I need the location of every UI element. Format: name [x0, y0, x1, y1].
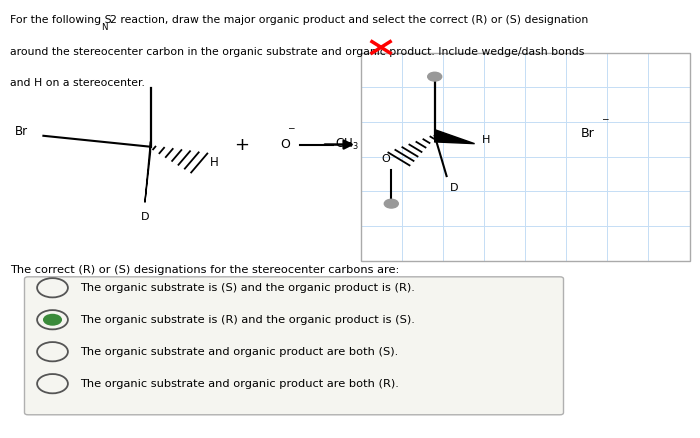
Text: The organic substrate and organic product are both (R).: The organic substrate and organic produc… [80, 379, 400, 389]
Bar [360, 53, 690, 261]
Text: D: D [450, 183, 459, 193]
Text: D: D [141, 212, 149, 222]
Text: −: − [288, 123, 295, 132]
Text: The organic substrate and organic product are both (S).: The organic substrate and organic produc… [80, 347, 399, 357]
Circle shape [428, 72, 442, 81]
Text: The organic substrate is (R) and the organic product is (S).: The organic substrate is (R) and the org… [80, 315, 415, 325]
Text: N: N [102, 23, 108, 32]
Text: +: + [234, 135, 249, 154]
Text: H: H [482, 135, 490, 145]
Polygon shape [435, 130, 475, 144]
Text: H: H [210, 155, 218, 169]
Text: around the stereocenter carbon in the organic substrate and organic product. Inc: around the stereocenter carbon in the or… [10, 47, 584, 57]
Circle shape [43, 314, 62, 326]
Text: and H on a stereocenter.: and H on a stereocenter. [10, 78, 145, 88]
Text: Br: Br [15, 125, 28, 138]
Text: −: − [601, 114, 608, 124]
Text: CH$_3$: CH$_3$ [335, 137, 358, 152]
Text: The correct (R) or (S) designations for the stereocenter carbons are:: The correct (R) or (S) designations for … [10, 265, 399, 275]
Circle shape [384, 199, 398, 208]
Text: O: O [280, 138, 290, 151]
Text: 2 reaction, draw the major organic product and select the correct (R) or (S) des: 2 reaction, draw the major organic produ… [110, 15, 588, 25]
Text: The organic substrate is (S) and the organic product is (R).: The organic substrate is (S) and the org… [80, 283, 415, 293]
Text: O: O [382, 154, 391, 163]
Text: For the following S: For the following S [10, 15, 111, 25]
Text: Br: Br [581, 127, 595, 140]
FancyBboxPatch shape [25, 277, 564, 415]
Polygon shape [145, 141, 150, 202]
